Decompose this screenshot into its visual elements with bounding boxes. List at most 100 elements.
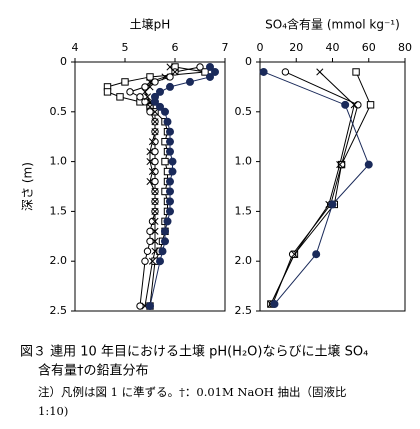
marker-circle <box>354 101 362 109</box>
marker-circle <box>337 160 346 169</box>
marker-filled <box>151 97 159 106</box>
x-tick-label: 5 <box>122 41 129 54</box>
caption: 図３ 連用 10 年目における土壌 pH(H₂O)ならびに土壌 SO₄ <box>20 345 368 360</box>
x-tick-label: 80 <box>398 41 412 54</box>
marker-circle <box>281 68 290 76</box>
marker-filled <box>211 67 219 76</box>
marker-x <box>151 187 159 196</box>
marker-x <box>161 73 169 81</box>
marker-x <box>336 161 344 169</box>
x-tick-label: 4 <box>72 41 79 54</box>
series-line <box>270 71 355 305</box>
marker-circle <box>126 88 134 96</box>
marker-filled <box>161 227 169 236</box>
marker-circle <box>146 237 154 245</box>
marker-square <box>352 68 360 76</box>
marker-filled <box>166 187 174 196</box>
y-tick-label: 0.5 <box>50 105 68 118</box>
marker-filled <box>166 147 174 156</box>
marker-filled <box>163 217 172 226</box>
marker-filled <box>168 157 177 166</box>
x-tick-label: 6 <box>172 41 179 54</box>
y-tick-label: 2.5 <box>235 304 253 317</box>
marker-x <box>151 118 159 126</box>
marker-x <box>146 158 154 166</box>
marker-x <box>151 207 159 215</box>
marker-circle <box>151 177 159 186</box>
marker-filled <box>166 82 174 91</box>
marker-filled <box>158 247 167 256</box>
caption: 含有量†の鉛直分布 <box>38 363 149 379</box>
series-line <box>263 71 370 305</box>
marker-filled <box>206 72 214 81</box>
marker-x <box>141 88 149 96</box>
x-tick-label: 60 <box>362 41 376 54</box>
marker-x <box>148 138 157 146</box>
marker-filled <box>328 200 337 209</box>
marker-x <box>151 227 159 235</box>
marker-filled <box>341 100 350 109</box>
marker-filled <box>166 137 174 146</box>
marker-circle <box>166 73 174 81</box>
marker-filled <box>156 257 164 266</box>
y-tick-label: 1.5 <box>235 204 253 217</box>
marker-circle <box>146 108 154 116</box>
marker-filled <box>156 87 164 96</box>
marker-x <box>143 93 152 101</box>
marker-filled <box>146 302 154 311</box>
marker-filled <box>259 67 268 76</box>
panel-title: SO₄含有量 (mmol kg⁻¹) <box>265 17 400 32</box>
marker-x <box>171 68 179 76</box>
marker-x <box>350 101 358 109</box>
marker-circle <box>196 63 204 71</box>
marker-filled <box>166 127 174 136</box>
marker-x <box>151 247 159 255</box>
note: 1:10) <box>38 404 68 418</box>
marker-circle <box>141 257 149 265</box>
y-tick-label: 0 <box>60 55 67 68</box>
x-tick-label: 40 <box>326 41 340 54</box>
y-tick-label: 1.5 <box>50 204 68 217</box>
marker-x <box>151 217 159 225</box>
marker-filled <box>312 250 321 259</box>
marker-x <box>151 197 159 205</box>
x-tick-label: 0 <box>257 41 264 54</box>
y-tick-label: 2.0 <box>50 254 68 267</box>
marker-x <box>290 250 298 258</box>
marker-circle <box>136 93 144 101</box>
marker-square <box>103 88 112 96</box>
marker-filled <box>156 102 164 111</box>
marker-x <box>151 108 159 116</box>
marker-x <box>146 78 154 86</box>
series-line <box>272 71 359 305</box>
x-tick-label: 20 <box>289 41 303 54</box>
marker-square <box>161 157 169 166</box>
marker-x <box>316 68 324 76</box>
marker-filled <box>206 62 214 71</box>
marker-x <box>151 237 159 245</box>
y-tick-label: 0.5 <box>235 105 253 118</box>
marker-x <box>146 177 154 186</box>
y-tick-label: 1.0 <box>235 155 253 168</box>
marker-filled <box>364 160 373 169</box>
marker-x <box>146 148 154 156</box>
marker-square <box>121 78 129 86</box>
marker-circle <box>136 302 144 310</box>
marker-filled <box>161 107 169 116</box>
marker-square <box>201 68 209 76</box>
marker-circle <box>143 247 152 255</box>
y-tick-label: 1.0 <box>50 155 68 168</box>
marker-circle <box>146 227 154 236</box>
marker-circle <box>288 250 297 258</box>
marker-circle <box>151 78 159 86</box>
marker-circle <box>151 147 159 156</box>
marker-x <box>148 168 157 176</box>
y-tick-label: 2.0 <box>235 254 253 267</box>
marker-x <box>148 257 157 265</box>
marker-square <box>116 93 124 101</box>
marker-circle <box>151 157 159 166</box>
marker-circle <box>141 83 149 91</box>
marker-filled <box>168 167 177 176</box>
y-axis-label: 深さ (m) <box>21 162 35 211</box>
